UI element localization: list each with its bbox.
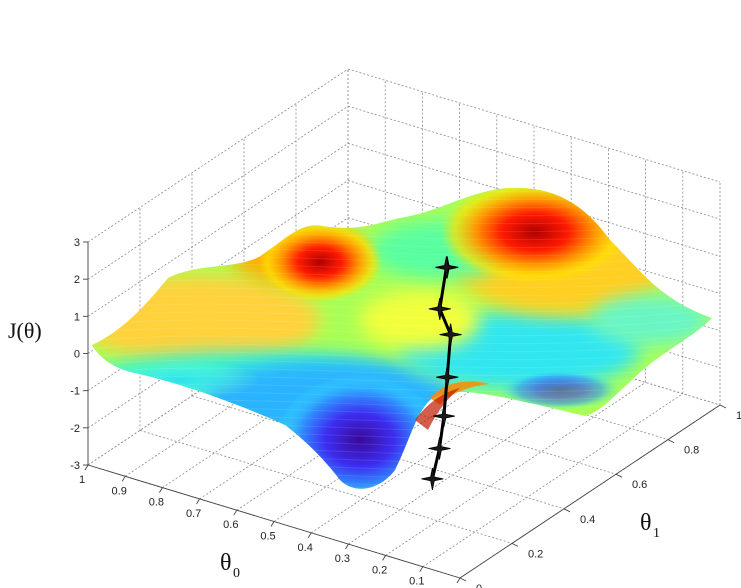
- x-tick-label: 0.9: [112, 485, 127, 497]
- descent-step-marker: [432, 405, 455, 428]
- y-tick-label: 0: [476, 583, 482, 588]
- y-tick-label: 0.4: [580, 514, 595, 526]
- x-tick-label: 0.8: [149, 497, 164, 509]
- y-tick-label: 0.6: [632, 479, 647, 491]
- z-axis-label: J(θ): [8, 318, 42, 343]
- x-tick-label: 0.1: [409, 576, 424, 588]
- descent-path: [421, 256, 462, 490]
- descent-step-marker: [439, 323, 462, 346]
- z-tick-label: -3: [70, 460, 80, 472]
- y-axis-label: θ 1: [640, 510, 660, 541]
- svg-text:0: 0: [233, 566, 240, 581]
- z-axis-ticks: 3 2 1 0 -1 -2 -3: [70, 237, 80, 472]
- z-tick-label: 2: [74, 274, 80, 286]
- z-tick-label: -1: [70, 386, 80, 398]
- svg-text:θ: θ: [220, 550, 232, 576]
- axes-frame: [83, 241, 727, 584]
- descent-step-marker: [436, 366, 459, 389]
- svg-text:θ: θ: [640, 510, 652, 536]
- z-tick-label: 1: [74, 311, 80, 323]
- x-axis-ticks: 1 0.9 0.8 0.7 0.6 0.5 0.4 0.3 0.2 0.1 0: [79, 474, 457, 588]
- y-tick-label: 1: [736, 410, 741, 422]
- descent-step-marker: [428, 437, 451, 460]
- y-tick-label: 0.8: [684, 445, 699, 457]
- x-tick-label: 0.6: [223, 519, 238, 531]
- x-tick-label: 0.5: [260, 531, 275, 543]
- z-tick-label: 0: [74, 349, 80, 361]
- x-tick-label: 0.4: [298, 542, 313, 554]
- x-axis-label: θ 0: [220, 550, 240, 581]
- z-tick-label: 3: [74, 237, 80, 249]
- descent-step-marker: [435, 256, 458, 279]
- x-tick-label: 0.2: [372, 564, 387, 576]
- z-tick-label: -2: [70, 423, 80, 435]
- svg-text:1: 1: [653, 526, 660, 541]
- y-axis-ticks: 0 0.2 0.4 0.6 0.8 1: [476, 410, 741, 588]
- y-tick-label: 0.2: [528, 548, 543, 560]
- x-tick-label: 0.7: [186, 508, 201, 520]
- descent-step-marker: [428, 297, 451, 320]
- descent-step-marker: [421, 467, 444, 490]
- x-tick-label: 1: [79, 474, 85, 486]
- x-tick-label: 0.3: [335, 553, 350, 565]
